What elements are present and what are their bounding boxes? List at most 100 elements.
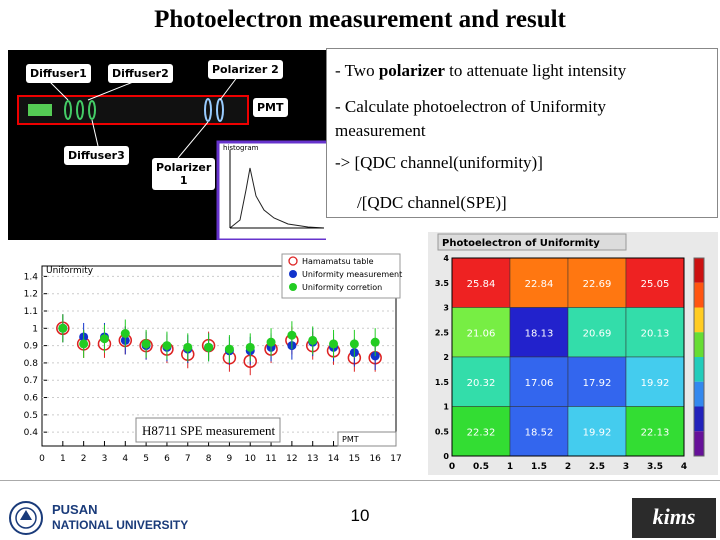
diffuser2-element: [76, 100, 84, 120]
footer-divider: [0, 480, 720, 481]
scatter-x-tick: 10: [245, 454, 257, 464]
heatmap-y-tick: 2: [443, 353, 449, 362]
heatmap-cell-value: 25.84: [467, 279, 496, 290]
scatter-x-tick: 7: [185, 454, 191, 464]
color-scale-segment: [694, 431, 704, 456]
heatmap-x-tick: 4: [681, 462, 687, 472]
scatter-x-tick: 14: [328, 454, 340, 464]
heatmap-cell: [625, 356, 685, 407]
scatter-y-tick: 1.2: [24, 290, 38, 300]
heatmap-y-tick: 2.5: [435, 328, 450, 337]
scatter-y-tick: 1.4: [24, 272, 39, 282]
heatmap-y-tick: 3: [443, 304, 449, 313]
polarizer1-label-line2: 1: [179, 174, 188, 187]
scatter-title-box: [135, 417, 281, 443]
kims-logo: kims: [632, 498, 716, 538]
heatmap-title: Photoelectron of Uniformity: [442, 238, 600, 249]
notes-box: - Two polarizer to attenuate light inten…: [326, 48, 718, 218]
heatmap-y-tick: 3.5: [435, 279, 450, 288]
scatter-title: H8711 SPE measurement: [142, 423, 275, 438]
heatmap-frame: [451, 257, 685, 457]
scatter-fit-label: PMT: [342, 435, 359, 444]
heatmap-title-box: [437, 233, 627, 251]
heatmap-cell-value: 20.32: [467, 378, 496, 389]
pmt-label: PMT: [253, 98, 288, 117]
light-box: [17, 95, 249, 125]
color-scale-segment: [694, 381, 704, 407]
scatter-x-tick: 16: [369, 454, 381, 464]
heatmap-cell: [451, 406, 511, 457]
scatter-y-tick: 1.1: [24, 307, 38, 317]
heatmap-cell: [509, 406, 569, 457]
scatter-legend-marker: [288, 256, 298, 266]
scatter-point: [141, 339, 151, 349]
heatmap-x-tick: 2: [565, 462, 571, 472]
spe-scatter-chart: 0 1 2 3 4 5 6 7 8 9 10 11 12 13 14 15 16 170.40.50.60.70.…: [12, 250, 404, 478]
note-line-1-prefix: - Two: [335, 61, 379, 80]
heatmap-cell-value: 25.05: [641, 279, 670, 290]
heatmap-cell-value: 22.84: [525, 279, 554, 290]
scatter-point: [58, 323, 68, 333]
heatmap-cell: [625, 307, 685, 358]
heatmap-cell: [509, 307, 569, 358]
scatter-y-tick: 0.4: [24, 428, 39, 438]
scatter-point: [183, 342, 193, 352]
heatmap-cell-value: 18.52: [525, 427, 554, 438]
scatter-y-tick: 0.7: [24, 376, 38, 386]
polarizer2-label: Polarizer 2: [208, 60, 283, 79]
heatmap-cell: [625, 257, 685, 308]
scatter-legend-label: Uniformity corretion: [302, 283, 382, 292]
inset-title: histogram: [223, 144, 259, 152]
scatter-x-tick: 5: [143, 454, 149, 464]
scatter-header-label: Uniformity: [46, 266, 94, 276]
note-line-3b: /[QDC channel(SPE)]: [357, 193, 507, 212]
polarizer2-element: [216, 98, 224, 122]
heatmap-cell: [451, 257, 511, 308]
heatmap-cell-value: 22.32: [467, 427, 496, 438]
heatmap-cell: [567, 307, 627, 358]
university-emblem-icon: [9, 501, 43, 535]
heatmap-cell-value: 17.06: [525, 378, 554, 389]
scatter-x-tick: 17: [390, 454, 401, 464]
note-line-1-suffix: to attenuate light intensity: [444, 61, 627, 80]
uniformity-heatmap-panel: Photoelectron of Uniformity 25.84 22.84 22…: [428, 232, 718, 475]
scatter-point: [204, 342, 214, 352]
heatmap-y-tick: 0.5: [435, 427, 450, 436]
heatmap-cell: [567, 356, 627, 407]
heatmap-x-tick: 2.5: [589, 462, 605, 472]
heatmap-cell-value: 20.69: [583, 328, 612, 339]
scatter-point: [120, 329, 130, 338]
diffuser3-element: [88, 100, 96, 120]
kims-logo-text: kims: [652, 504, 696, 529]
scatter-point: [287, 330, 297, 340]
scatter-legend-box: [281, 253, 401, 299]
page-number: 10: [350, 506, 370, 525]
scatter-point: [245, 342, 255, 352]
heatmap-cell-value: 22.13: [641, 427, 670, 438]
scatter-legend-marker: [289, 283, 297, 291]
pusan-university-logo: PUSAN NATIONAL UNIVERSITY: [8, 500, 193, 536]
color-scale-segment: [694, 332, 704, 357]
polarizer1-label: Polarizer 1: [152, 158, 216, 190]
heatmap-x-tick: 0: [449, 462, 455, 472]
scatter-x-tick: 11: [265, 454, 276, 464]
spe-scatter-panel: 0 1 2 3 4 5 6 7 8 9 10 11 12 13 14 15 16 17 0.4 0.5 0.6 0.7 0.…: [12, 250, 404, 478]
heatmap-cell-value: 19.92: [583, 427, 612, 438]
diffuser2-label: Diffuser2: [108, 64, 173, 83]
polarizer1-element: [204, 98, 212, 122]
scatter-y-tick: 0.9: [24, 342, 39, 352]
scatter-frame: [41, 265, 397, 447]
heatmap-cell: [451, 307, 511, 358]
setup-schematic: Diffuser1 Diffuser2 Polarizer 2 Diffuser…: [8, 50, 326, 240]
heatmap-x-tick: 1: [507, 462, 513, 472]
heatmap-cell: [451, 356, 511, 407]
scatter-legend-label: Hamamatsu table: [302, 257, 374, 266]
scatter-point: [224, 344, 234, 354]
note-line-1-bold: polarizer: [378, 61, 445, 80]
heatmap-cell-value: 17.92: [583, 378, 612, 389]
scatter-x-tick: 2: [81, 454, 87, 464]
led-source: [28, 104, 52, 116]
scatter-x-tick: 12: [286, 454, 297, 464]
polarizer1-label-line1: Polarizer: [156, 161, 212, 174]
scatter-point: [99, 334, 109, 344]
